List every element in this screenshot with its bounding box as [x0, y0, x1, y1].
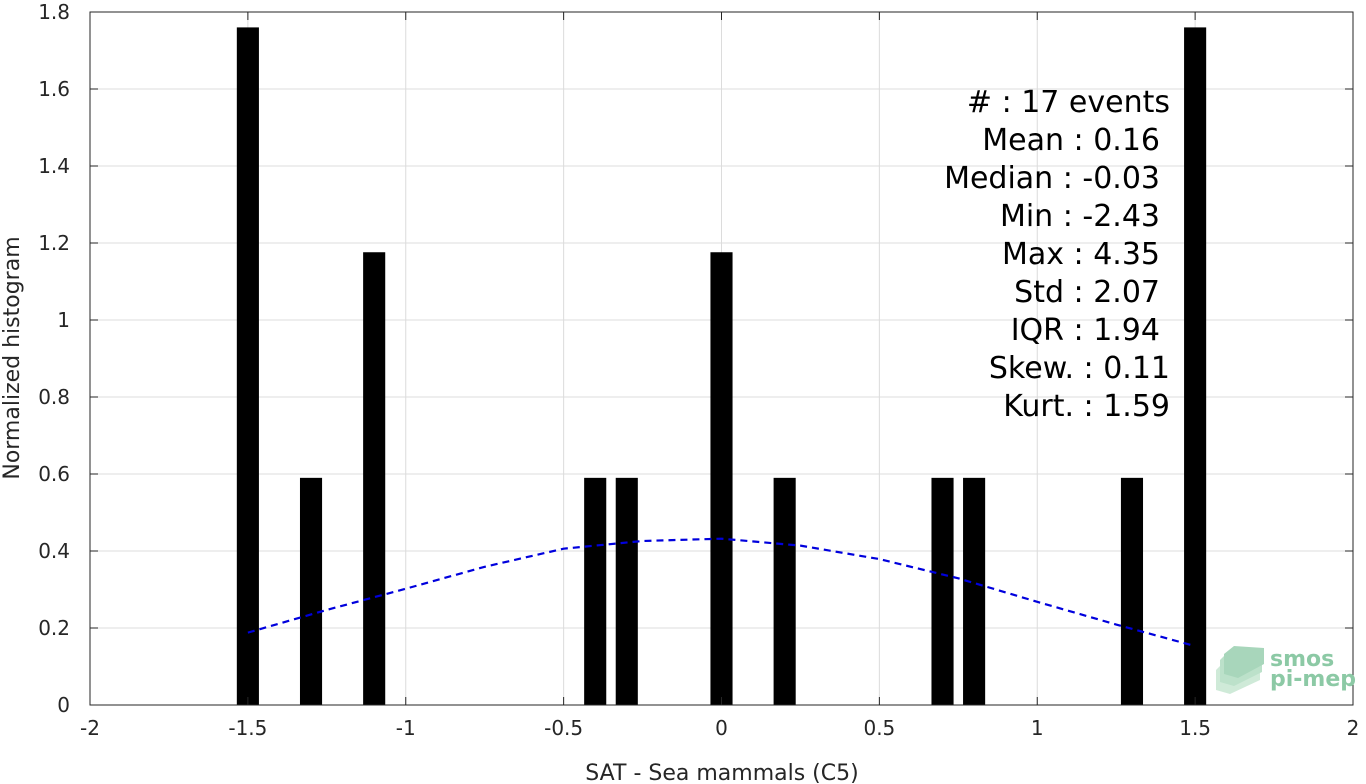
axes [89, 11, 1354, 706]
y-tick-label: 1 [57, 308, 70, 332]
bars [236, 27, 1207, 706]
smos-pi-mep-logo: smos pi-mep [1216, 646, 1356, 694]
histogram-bar [615, 477, 638, 705]
x-tick-labels: -2 -1.5 -1 -0.5 0 0.5 1 1.5 2 [80, 716, 1359, 740]
stats-line: Kurt. : 1.59 [1003, 389, 1170, 424]
x-tick-label: 0 [715, 716, 728, 740]
y-axis-label: Normalized histogram [0, 236, 25, 479]
x-tick-label: -0.5 [544, 716, 583, 740]
stats-line: Skew. : 0.11 [989, 351, 1170, 386]
x-tick-label: 2 [1347, 716, 1360, 740]
histogram-bar [963, 477, 986, 705]
histogram-bar [710, 252, 733, 706]
logo-mark-icon [1216, 646, 1264, 694]
y-tick-labels: 0 0.2 0.4 0.6 0.8 1 1.2 1.4 1.6 1.8 [38, 0, 70, 717]
histogram-bar [1184, 27, 1207, 705]
y-tick-label: 0 [57, 693, 70, 717]
y-tick-label: 0.6 [38, 462, 70, 486]
histogram-bar [299, 477, 323, 705]
histogram-bar [931, 477, 954, 705]
x-axis-label: SAT - Sea mammals (C5) [585, 761, 858, 784]
stats-line: Median : -0.03 [944, 161, 1160, 196]
logo-text-pi-mep: pi-mep [1270, 667, 1356, 692]
histogram-bar [773, 477, 796, 705]
fit-curve-group [247, 537, 1196, 648]
x-tick-label: -1 [396, 716, 416, 740]
stats-line: IQR : 1.94 [1011, 313, 1160, 348]
histogram-bar [363, 252, 386, 706]
logo-text-smos: smos [1270, 647, 1334, 672]
x-tick-label: -2 [80, 716, 100, 740]
x-tick-label: 1 [1031, 716, 1044, 740]
y-tick-label: 1.2 [38, 231, 70, 255]
y-tick-label: 0.2 [38, 616, 70, 640]
y-tick-label: 1.4 [38, 154, 70, 178]
histogram-bar [584, 477, 607, 705]
x-tick-label: 0.5 [863, 716, 895, 740]
stats-line: Std : 2.07 [1014, 275, 1160, 310]
x-tick-label: 1.5 [1179, 716, 1211, 740]
histogram-bar [236, 27, 259, 705]
stats-line: Min : -2.43 [1000, 199, 1160, 234]
y-tick-label: 1.6 [38, 77, 70, 101]
stats-line: Max : 4.35 [1002, 237, 1160, 272]
stats-line: Mean : 0.16 [982, 123, 1160, 158]
y-tick-label: 1.8 [38, 0, 70, 24]
histogram-bar [1120, 477, 1144, 705]
fit-curve [247, 537, 1196, 648]
y-tick-label: 0.4 [38, 539, 70, 563]
y-tick-label: 0.8 [38, 385, 70, 409]
x-tick-label: -1.5 [228, 716, 267, 740]
stats-line: # : 17 events [967, 85, 1170, 120]
